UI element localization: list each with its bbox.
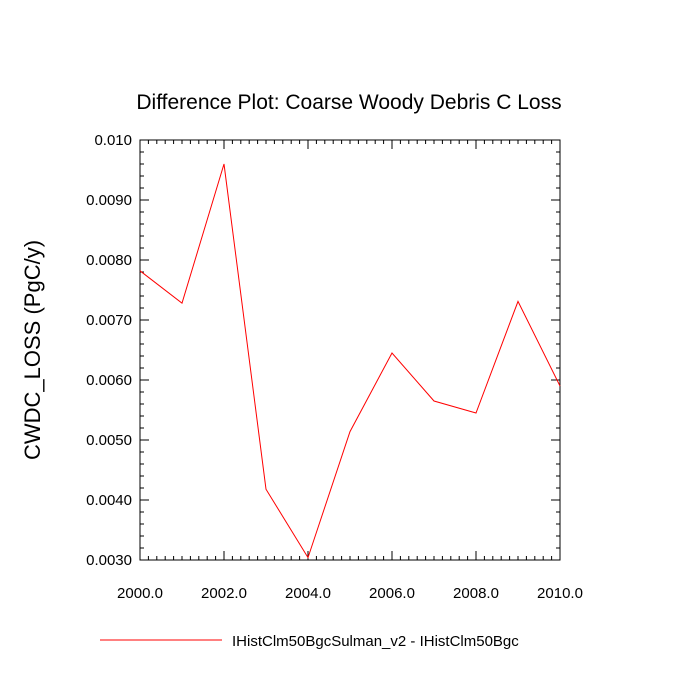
plot-frame [139, 139, 561, 561]
legend: IHistClm50BgcSulman_v2 - IHistClm50Bgc [100, 633, 519, 650]
y-tick-label: 0.0050 [86, 432, 132, 449]
plot-area: 2000.0 2002.0 2004.0 2006.0 2008.0 2010.0 0.00… [86, 132, 583, 602]
y-tick-label: 0.0090 [86, 192, 132, 209]
x-tick-label: 2010.0 [537, 585, 583, 602]
legend-label: IHistClm50BgcSulman_v2 - IHistClm50Bgc [232, 633, 519, 650]
series-line [139, 163, 561, 559]
x-tick-label: 2000.0 [117, 585, 163, 602]
x-tick-label: 2008.0 [453, 585, 499, 602]
y-tick-label: 0.0060 [86, 372, 132, 389]
y-tick-label: 0.0070 [86, 312, 132, 329]
y-tick-label: 0.0080 [86, 252, 132, 269]
x-tick-label: 2006.0 [369, 585, 415, 602]
y-tick-label: 0.0030 [86, 552, 132, 569]
x-tick-label: 2004.0 [285, 585, 331, 602]
y-axis-label: CWDC_LOSS (PgC/y) [20, 240, 45, 460]
chart-title: Difference Plot: Coarse Woody Debris C L… [136, 91, 561, 114]
y-tick-label: 0.0040 [86, 492, 132, 509]
y-tick-label: 0.010 [94, 132, 132, 149]
x-tick-label: 2002.0 [201, 585, 247, 602]
